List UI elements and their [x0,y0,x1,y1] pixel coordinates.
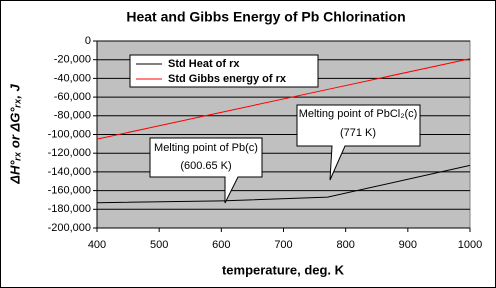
chart-title: Heat and Gibbs Energy of Pb Chlorination [126,9,405,25]
y-tick-label: -60,000 [54,91,91,103]
x-tick-label: 500 [150,239,168,251]
y-tick-label: -120,000 [48,147,91,159]
annotations: Melting point of Pb(c) (600.65 K) Meltin… [149,104,421,204]
x-tick-label: 400 [88,239,106,251]
legend-label: Std Gibbs energy of rx [168,73,287,85]
annotation-text: Melting point of Pb(c) [154,142,258,154]
y-tick-label: -100,000 [48,128,91,140]
y-tick-label: 0 [85,35,91,47]
y-tick-label: -200,000 [48,222,91,234]
x-tick-label: 800 [336,239,354,251]
annotation-text: Melting point of PbCl₂(c) [299,108,418,120]
callout [296,104,421,181]
y-tick-label: -40,000 [54,72,91,84]
y-tick-label: -80,000 [54,110,91,122]
y-tick-label: -20,000 [54,54,91,66]
x-tick-label: 1000 [458,239,482,251]
annotation-text: (771 K) [340,127,376,139]
x-axis-label: temperature, deg. K [222,262,345,277]
legend-box [129,54,319,88]
series-line [96,164,471,204]
x-tick-label: 900 [399,239,417,251]
legend-label: Std Heat of rx [168,58,240,70]
annotation-text: (600.65 K) [180,160,231,172]
y-tick-label: -160,000 [48,185,91,197]
x-tick-label: 700 [274,239,292,251]
y-tick-label: -180,000 [48,203,91,215]
y-axis-label: ΔH°ᵣₓ or ΔG°ᵣₓ, J [7,83,22,184]
y-tick-label: -140,000 [48,166,91,178]
x-tick-label: 600 [212,239,230,251]
series-line [96,58,471,140]
callout [149,137,263,204]
